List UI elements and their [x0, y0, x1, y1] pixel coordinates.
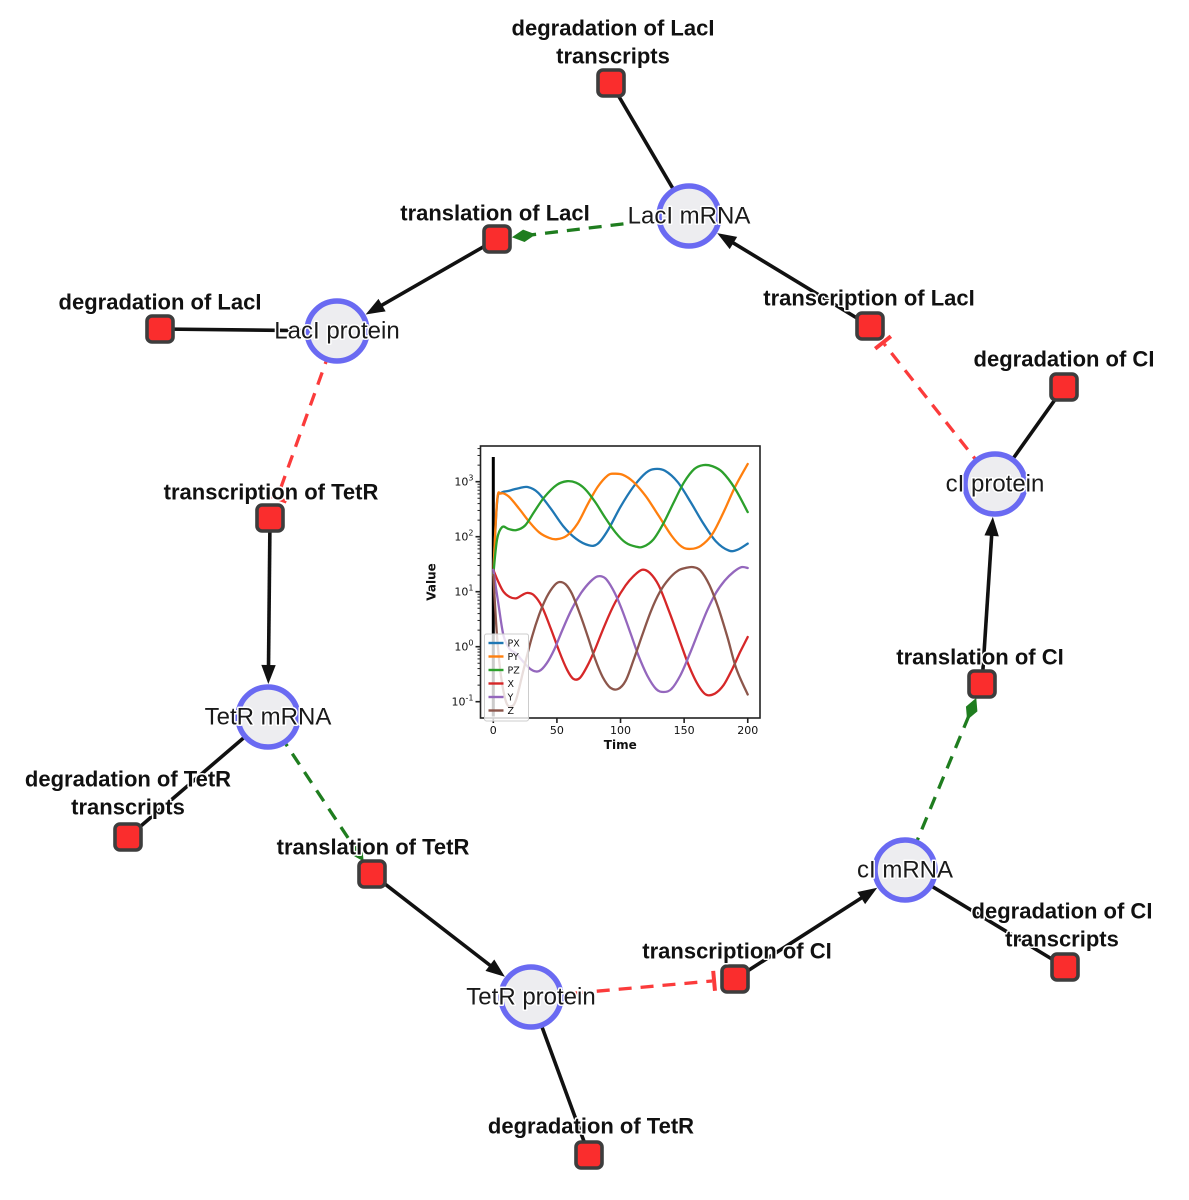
reaction-node-deg-laci-tx[interactable] [596, 68, 626, 98]
reaction-node-transcription-ci[interactable] [720, 964, 750, 994]
reaction-node-deg-tetr-tx[interactable] [113, 822, 143, 852]
edge-ci-mrna-translation-ci-diamond-arrowhead-icon [965, 697, 978, 721]
edge-laci-mrna-translation-laci-diamond-arrowhead-icon [511, 229, 536, 242]
species-node-tetr-protein[interactable] [498, 964, 564, 1030]
reaction-label-transcription-laci: transcription of LacI [763, 286, 974, 311]
chart-series-X [492, 568, 749, 697]
reaction-label-deg-laci-tx-line1: degradation of LacI [512, 16, 715, 41]
edge-translation-tetr-tetr-protein-arrowhead-icon [485, 959, 505, 977]
chart-x-tick-label: 50 [550, 724, 564, 737]
reaction-node-deg-ci[interactable] [1049, 372, 1079, 402]
reaction-label-deg-laci: degradation of LacI [59, 290, 262, 315]
species-node-ci-mrna[interactable] [872, 837, 938, 903]
chart-legend-label-PX: PX [508, 639, 521, 650]
edge-translation-ci-ci-protein [980, 530, 994, 685]
edge-laci-protein-transcription-tetr-tee-icon [266, 492, 288, 504]
chart-series-PZ [492, 463, 749, 577]
chart-legend-label-PZ: PZ [508, 666, 521, 677]
reaction-label-translation-laci: translation of LacI [400, 201, 589, 226]
edge-translation-laci-laci-protein [376, 237, 498, 310]
labels-layer: LacI mRNA LacI protein TetR mRNA TetR prote… [23, 14, 1156, 1140]
nodes-layer [113, 68, 1080, 1170]
reaction-label-deg-ci-tx-line2: transcripts [1005, 927, 1119, 952]
species-label-tetr-protein: TetR protein [466, 984, 595, 1011]
reaction-label-deg-ci-tx-line1: degradation of CI [972, 899, 1153, 924]
reaction-node-translation-tetr[interactable] [357, 859, 387, 889]
reaction-label-deg-tetr-tx-line2: transcripts [71, 795, 185, 820]
edge-tetr-protein-transcription-ci-tee-icon [711, 970, 717, 991]
species-label-tetr-mrna: TetR mRNA [205, 704, 332, 731]
species-label-ci-mrna: cI mRNA [857, 857, 953, 884]
reaction-node-translation-laci[interactable] [482, 224, 512, 254]
species-node-laci-protein[interactable] [304, 298, 370, 364]
edge-transcription-ci-ci-mrna-arrowhead-icon [857, 887, 878, 905]
reaction-node-deg-ci-tx[interactable] [1050, 952, 1080, 982]
edge-transcription-laci-laci-mrna-arrowhead-icon [717, 233, 738, 250]
chart-y-tick-label: 10-1 [452, 694, 474, 709]
edge-translation-ci-ci-protein-arrowhead-icon [984, 516, 999, 537]
chart-legend: PX PY PZ XYZ [484, 633, 529, 722]
reaction-label-deg-tetr: degradation of TetR [488, 1114, 694, 1139]
chart-x-axis-label: Time [604, 738, 637, 752]
reaction-node-translation-ci[interactable] [967, 669, 997, 699]
chart-x-tick-label: 200 [737, 724, 758, 737]
edge-ci-protein-transcription-laci-tee-icon [873, 334, 893, 351]
species-label-laci-mrna: LacI mRNA [628, 203, 751, 230]
species-label-ci-protein: cI protein [946, 471, 1045, 498]
edge-tetr-mrna-translation-tetr-diamond-arrowhead-icon [350, 841, 364, 862]
species-label-laci-protein: LacI protein [274, 318, 399, 345]
species-node-ci-protein[interactable] [962, 451, 1028, 517]
edge-translation-tetr-tetr-protein [370, 872, 495, 970]
chart-y-tick-label: 101 [454, 584, 473, 599]
reaction-label-deg-ci: degradation of CI [974, 347, 1155, 372]
chart-x-tick-label: 150 [674, 724, 695, 737]
species-node-laci-mrna[interactable] [656, 183, 722, 249]
reaction-node-deg-laci[interactable] [145, 314, 175, 344]
edge-transcription-tetr-tetr-mrna-arrowhead-icon [261, 664, 276, 685]
reaction-label-translation-tetr: translation of TetR [277, 835, 470, 860]
chart-x-tick-label: 100 [610, 724, 631, 737]
reaction-label-translation-ci: translation of CI [896, 645, 1063, 670]
chart-axes-frame [479, 445, 761, 719]
edge-transcription-laci-laci-mrna [728, 238, 871, 328]
chart-legend-label-Z: Z [508, 706, 515, 717]
chart-series-PY [492, 462, 749, 577]
reaction-label-transcription-tetr: transcription of TetR [164, 480, 379, 505]
chart-y-axis-label: Value [425, 563, 439, 601]
chart-legend-label-X: X [508, 679, 515, 690]
chart-legend-box [484, 633, 529, 722]
edge-transcription-tetr-tetr-mrna [266, 517, 272, 671]
chart-legend-label-PY: PY [508, 652, 520, 663]
reaction-node-deg-tetr[interactable] [574, 1140, 604, 1170]
chart-y-tick-label: 103 [454, 474, 473, 489]
chart-x-tick-label: 0 [490, 724, 497, 737]
species-node-tetr-mrna[interactable] [235, 684, 301, 750]
chart-y-tick-label: 102 [454, 529, 473, 544]
chart-legend-label-Y: Y [507, 693, 514, 704]
reaction-node-transcription-tetr[interactable] [255, 503, 285, 533]
reaction-node-transcription-laci[interactable] [855, 311, 885, 341]
reaction-label-deg-laci-tx-line2: transcripts [556, 44, 670, 69]
edge-transcription-ci-ci-mrna [734, 893, 867, 981]
chart-y-tick-label: 100 [454, 639, 473, 654]
chart-series-PX [492, 467, 749, 577]
reaction-label-transcription-ci: transcription of CI [642, 939, 831, 964]
edge-translation-laci-laci-protein-arrowhead-icon [365, 298, 386, 315]
reaction-label-deg-tetr-tx-line1: degradation of TetR [25, 767, 231, 792]
